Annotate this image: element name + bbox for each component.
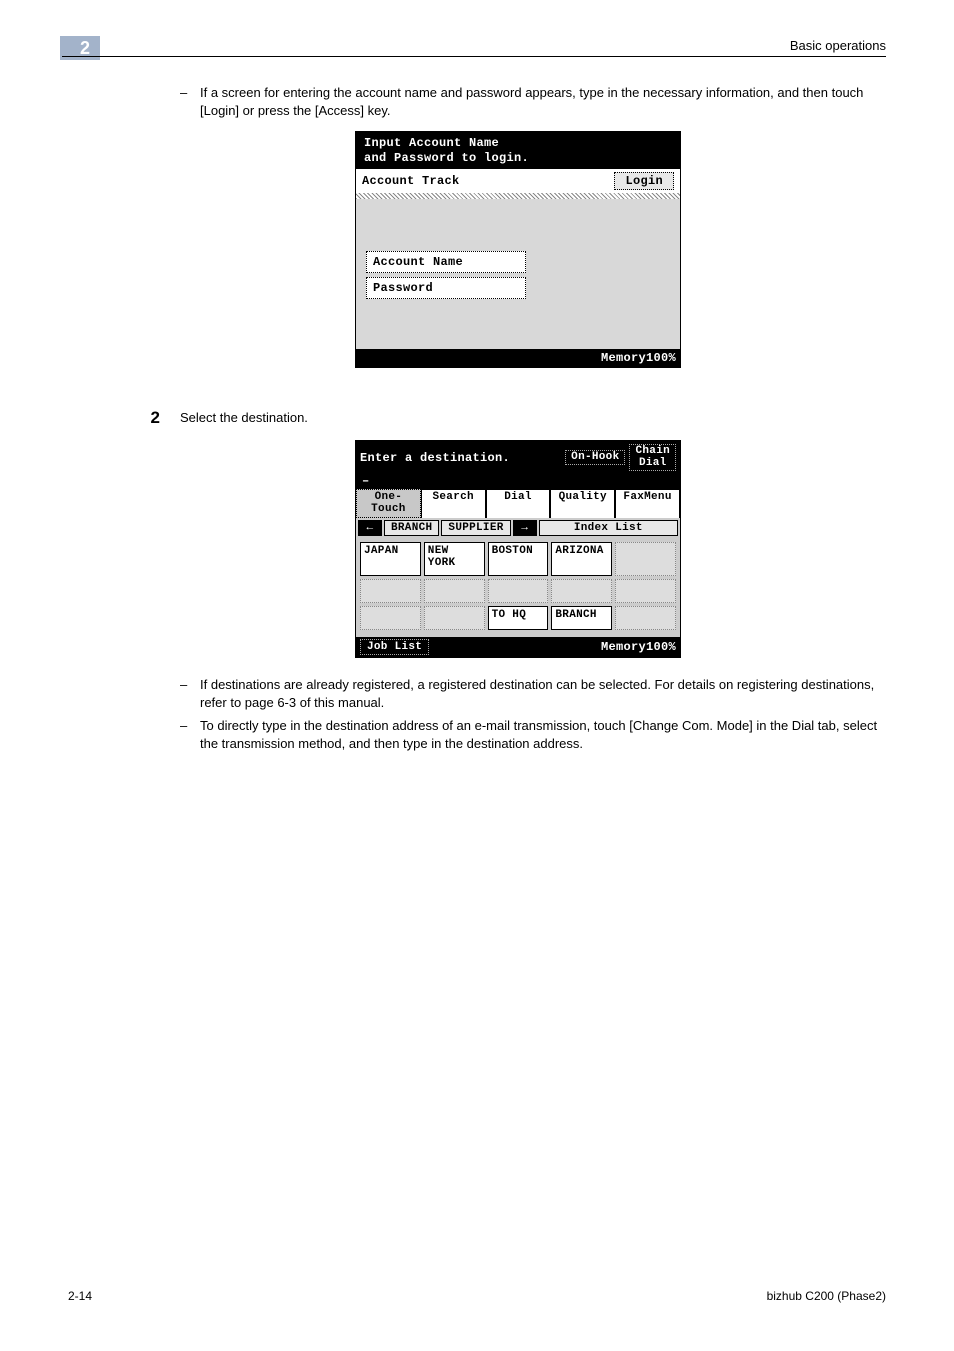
chain-dial-line1: Chain (635, 446, 670, 458)
login-screen: Input Account Name and Password to login… (355, 131, 681, 368)
destination-screen: Enter a destination. On-Hook Chain Dial … (355, 440, 681, 658)
dest-footer: Job List Memory100% (356, 637, 680, 657)
dest-empty[interactable] (424, 579, 485, 603)
dest-empty[interactable] (424, 606, 485, 630)
job-list-button[interactable]: Job List (360, 639, 429, 655)
dest-empty[interactable] (488, 579, 549, 603)
dest-empty[interactable] (360, 606, 421, 630)
login-prompt-line1: Input Account Name (364, 136, 672, 151)
intro-note-text: If a screen for entering the account nam… (200, 84, 886, 119)
tab-search[interactable]: Search (421, 489, 486, 518)
step-2: 2 Select the destination. (134, 408, 886, 428)
login-button[interactable]: Login (614, 172, 674, 190)
grid-row-3: TO HQ BRANCH (360, 606, 676, 630)
dest-empty[interactable] (360, 579, 421, 603)
screen2-container: Enter a destination. On-Hook Chain Dial … (150, 440, 886, 658)
password-field[interactable]: Password (366, 277, 526, 299)
dest-empty[interactable] (615, 542, 676, 576)
dest-boston[interactable]: BOSTON (488, 542, 549, 576)
grid-row-1: JAPAN NEW YORK BOSTON ARIZONA (360, 542, 676, 576)
one-touch-l2: Touch (357, 504, 420, 516)
dest-nav-row: ← BRANCH SUPPLIER → Index List (356, 518, 680, 538)
dest-tabs: One- Touch Search Dial Quality FaxMenu (356, 489, 680, 518)
bullet-dash: – (180, 84, 200, 119)
grid-row-2 (360, 579, 676, 603)
dest-header: Enter a destination. On-Hook Chain Dial (356, 441, 680, 474)
bullet-dash: – (180, 676, 200, 711)
account-name-field[interactable]: Account Name (366, 251, 526, 273)
login-body: Account Name Password (356, 199, 680, 349)
dest-empty[interactable] (615, 606, 676, 630)
chain-dial-line2: Dial (635, 458, 670, 470)
one-touch-l1: One- (357, 492, 420, 504)
tab-quality[interactable]: Quality (550, 489, 615, 518)
dest-empty[interactable] (551, 579, 612, 603)
tab-one-touch[interactable]: One- Touch (356, 489, 421, 518)
step-number: 2 (134, 408, 180, 428)
content-area: – If a screen for entering the account n… (180, 84, 886, 758)
nav-index-list[interactable]: Index List (539, 520, 678, 536)
section-title: Basic operations (790, 38, 886, 53)
dest-memory-status: Memory100% (601, 640, 676, 654)
account-track-row: Account Track Login (356, 169, 680, 193)
login-screen-header: Input Account Name and Password to login… (356, 132, 680, 169)
bullet-dash: – (180, 717, 200, 752)
tab-fax-menu[interactable]: FaxMenu (615, 489, 680, 518)
login-prompt-line2: and Password to login. (364, 151, 672, 166)
nav-branch[interactable]: BRANCH (384, 520, 439, 536)
intro-note: – If a screen for entering the account n… (180, 84, 886, 119)
dest-input-strip: – (356, 474, 680, 489)
nav-right-arrow[interactable]: → (513, 520, 537, 536)
header-rule (62, 56, 886, 57)
note-2: – To directly type in the destination ad… (180, 717, 886, 752)
step-text: Select the destination. (180, 408, 308, 428)
dest-new-york[interactable]: NEW YORK (424, 542, 485, 576)
dest-branch[interactable]: BRANCH (551, 606, 612, 630)
note-2-text: To directly type in the destination addr… (200, 717, 886, 752)
footer-model: bizhub C200 (Phase2) (767, 1289, 886, 1303)
dest-to-hq[interactable]: TO HQ (488, 606, 549, 630)
dest-arizona[interactable]: ARIZONA (551, 542, 612, 576)
screen1-container: Input Account Name and Password to login… (150, 131, 886, 368)
note-1-text: If destinations are already registered, … (200, 676, 886, 711)
dest-japan[interactable]: JAPAN (360, 542, 421, 576)
chain-dial-button[interactable]: Chain Dial (629, 444, 676, 471)
dest-header-text: Enter a destination. (360, 451, 561, 465)
footer-page-number: 2-14 (68, 1289, 92, 1303)
login-memory-status: Memory100% (356, 349, 680, 367)
tab-dial[interactable]: Dial (486, 489, 551, 518)
nav-left-arrow[interactable]: ← (358, 520, 382, 536)
note-1: – If destinations are already registered… (180, 676, 886, 711)
account-track-label: Account Track (362, 174, 460, 188)
dest-grid: JAPAN NEW YORK BOSTON ARIZONA TO HQ (356, 538, 680, 637)
on-hook-button[interactable]: On-Hook (565, 450, 625, 466)
nav-supplier[interactable]: SUPPLIER (441, 520, 510, 536)
dest-empty[interactable] (615, 579, 676, 603)
